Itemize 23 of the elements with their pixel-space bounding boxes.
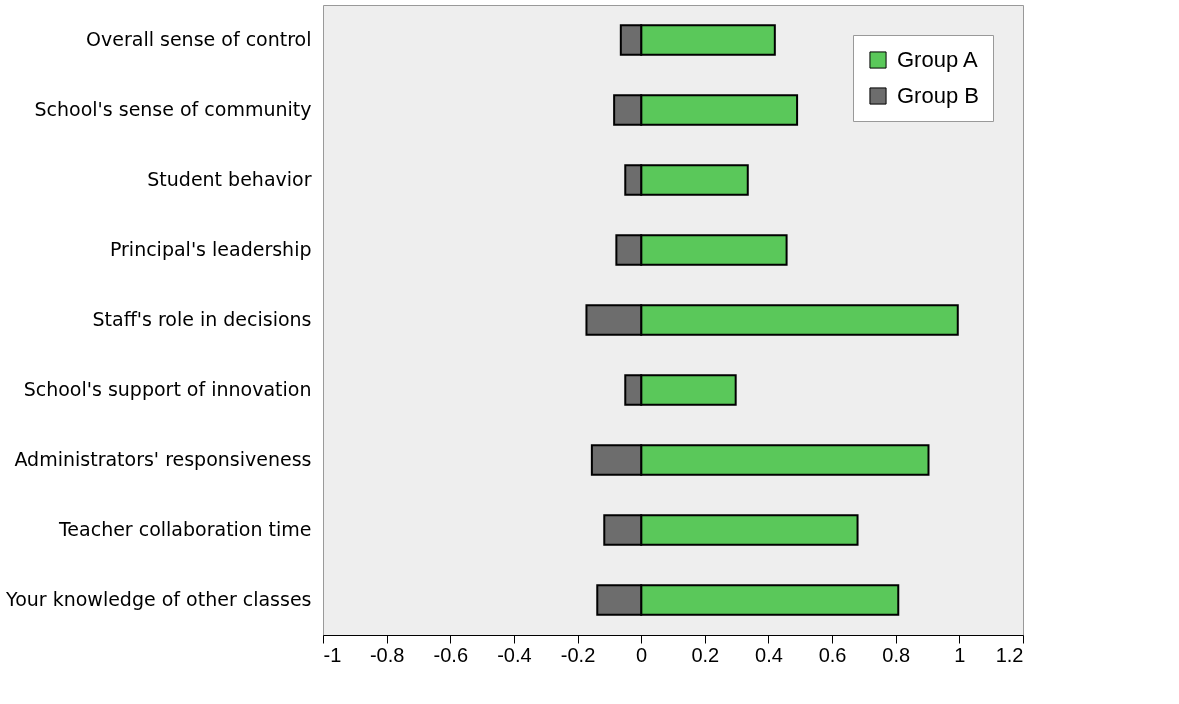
x-tick-label: 0.8 (882, 643, 911, 666)
y-tick-label: School's support of innovation (23, 378, 312, 400)
x-tick-label: 0.4 (755, 643, 783, 666)
x-tick-label: 0.6 (818, 643, 847, 666)
x-tick-label: -0.2 (560, 643, 596, 666)
x-tick-label: 0 (636, 643, 648, 666)
legend-label: Group A (897, 47, 979, 72)
x-tick-label: -1 (323, 643, 342, 666)
y-tick-label: Teacher collaboration time (57, 518, 312, 540)
x-tick-label: 1 (954, 643, 966, 666)
y-tick-label: Administrators' responsiveness (14, 448, 312, 470)
x-tick-label: 0.2 (691, 643, 720, 666)
x-tick-label: 1.2 (995, 643, 1024, 666)
y-tick-label: Your knowledge of other classes (5, 588, 312, 610)
legend-label: Group B (897, 83, 979, 108)
y-tick-label: Student behavior (147, 168, 312, 190)
y-tick-label: Staff's role in decisions (92, 308, 312, 330)
x-tick-label: -0.6 (433, 643, 469, 666)
x-tick-label: -0.8 (369, 643, 405, 666)
y-tick-label: Principal's leadership (109, 238, 312, 260)
x-tick-label: -0.4 (497, 643, 532, 666)
y-tick-label: Overall sense of control (86, 28, 312, 50)
y-tick-label: School's sense of community (34, 98, 312, 120)
